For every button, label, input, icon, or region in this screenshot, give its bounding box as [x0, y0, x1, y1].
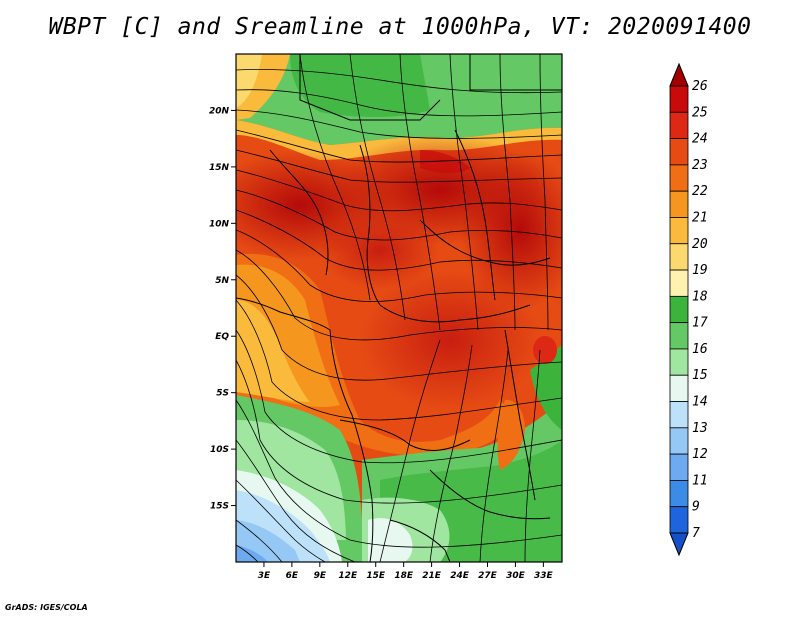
lon-tick-label: 33E [534, 571, 554, 581]
lat-tick-label: 10N [209, 219, 230, 229]
map-frame [235, 53, 563, 563]
lat-tick-label: 5N [215, 276, 229, 286]
lat-tick-label: 10S [210, 445, 229, 455]
lon-tick-label: 24E [450, 571, 470, 581]
colorbar-segment [669, 480, 689, 508]
colorbar-label: 7 [692, 526, 700, 541]
colorbar-segment [669, 374, 689, 402]
lon-tick-label: 12E [338, 571, 358, 581]
colorbar-bottom-arrow [669, 532, 689, 557]
colorbar-label: 20 [692, 237, 708, 252]
lon-tick-label: 30E [506, 571, 526, 581]
lat-tick-label: 15N [209, 163, 230, 173]
grads-credit: GrADS: IGES/COLA [5, 603, 88, 612]
colorbar-label: 13 [692, 421, 708, 436]
colorbar-label: 15 [692, 368, 708, 383]
latitude-axis: 20N 15N 10N 5N EQ 5S 10S 15S [209, 106, 236, 512]
colorbar-segment [669, 164, 689, 192]
colorbar-label: 17 [692, 316, 708, 331]
colorbar-label: 18 [692, 289, 708, 304]
colorbar-segment [669, 217, 689, 245]
colorbar-label: 21 [692, 210, 708, 225]
colorbar-segment [669, 322, 689, 350]
colorbar-segment [669, 269, 689, 297]
colorbar-segment [669, 243, 689, 271]
lon-tick-label: 18E [394, 571, 414, 581]
lon-tick-label: 9E [314, 571, 327, 581]
colorbar-label: 9 [692, 500, 700, 515]
colorbar-segment [669, 111, 689, 139]
lon-tick-label: 21E [422, 571, 442, 581]
streamlines [236, 54, 562, 562]
colorbar-label: 24 [692, 132, 708, 147]
lat-tick-label: EQ [215, 332, 229, 342]
colorbar-label: 14 [692, 395, 708, 410]
colorbar-segment [669, 190, 689, 218]
map-title: WBPT [C] and Sreamline at 1000hPa, VT: 2… [48, 14, 752, 40]
lat-tick-label: 20N [209, 106, 230, 116]
colorbar-label: 22 [692, 184, 708, 199]
colorbar-label: 16 [692, 342, 708, 357]
lon-tick-label: 27E [478, 571, 498, 581]
lat-tick-label: 15S [210, 502, 229, 512]
colorbar-segment [669, 427, 689, 455]
colorbar-segment [669, 295, 689, 324]
colorbar-label: 11 [692, 473, 708, 488]
lon-tick-label: 15E [366, 571, 386, 581]
colorbar-segment [669, 401, 689, 429]
colorbar-label: 19 [692, 263, 708, 278]
colorbar-segment [669, 138, 689, 166]
colorbar-segment [669, 85, 689, 113]
lat-tick-label: 5S [216, 389, 229, 399]
colorbar-label: 25 [692, 105, 708, 120]
longitude-axis: 3E 6E 9E 12E 15E 18E 21E 24E 27E 30E 33E [258, 562, 554, 581]
colorbar-label: 12 [692, 447, 708, 462]
colorbar-segment [669, 348, 689, 376]
lon-tick-label: 6E [286, 571, 299, 581]
wbpt-shaded-field [236, 54, 562, 562]
colorbar-label: 26 [692, 79, 708, 94]
colorbar-label: 23 [692, 158, 708, 173]
lon-tick-label: 3E [258, 571, 271, 581]
colorbar-segment [669, 506, 689, 534]
colorbar-top-arrow [669, 62, 689, 87]
colorbar-segment [669, 453, 689, 481]
country-boundaries [236, 54, 562, 562]
colorbar: 26 25 24 23 22 21 20 19 18 17 16 15 14 13 12 11 9 7 [669, 62, 708, 557]
